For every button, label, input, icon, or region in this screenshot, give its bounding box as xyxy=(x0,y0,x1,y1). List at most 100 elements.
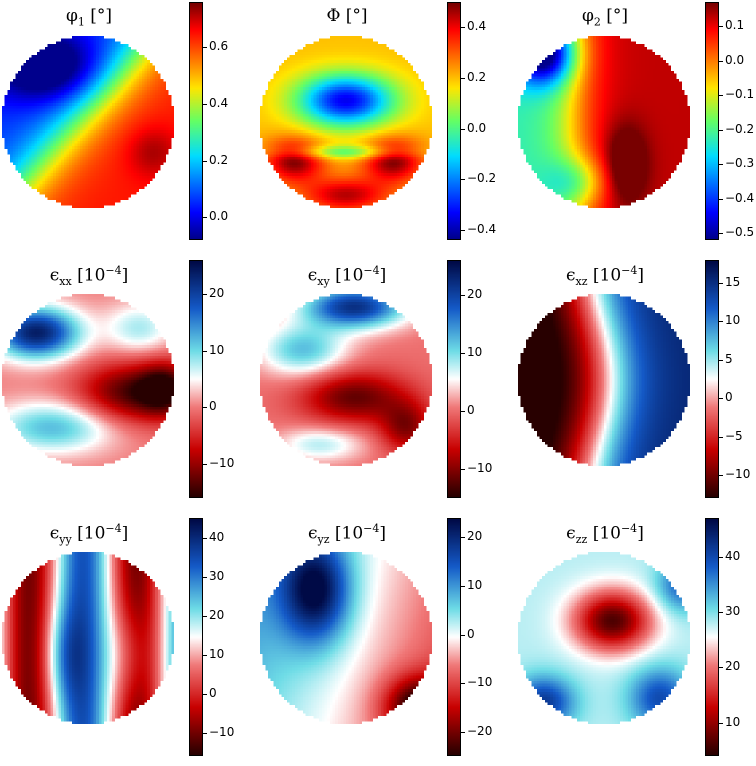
colorbar-tick-label: 0.4 xyxy=(467,19,487,33)
colorbar xyxy=(705,260,719,498)
title-title-sub: 1 xyxy=(77,15,85,29)
panel-exy: ϵxy [10−4] 20 10 0 −10 xyxy=(258,258,508,508)
title-title-exp: −4 xyxy=(363,522,380,535)
panel-title: ϵxy [10−4] xyxy=(308,264,386,288)
colorbar-tick-mark xyxy=(461,586,465,587)
colorbar-tick-mark xyxy=(719,130,723,131)
colorbar-tick-label: 0.1 xyxy=(725,18,745,32)
colorbar-tick-mark xyxy=(719,233,723,234)
title-title: ϵ xyxy=(49,265,60,286)
title-title-unit: [10 xyxy=(329,523,364,544)
colorbar-tick-label: −0.5 xyxy=(725,225,755,239)
colorbar xyxy=(705,2,719,240)
colorbar-tick-mark xyxy=(461,469,465,470)
colorbar-tick-label: 0.4 xyxy=(209,96,229,110)
colorbar-tick-label: 10 xyxy=(725,715,741,729)
colorbar-tick-label: 0.0 xyxy=(725,53,745,67)
panel-title: φ2 [°] xyxy=(582,6,628,28)
colorbar-tick-label: 30 xyxy=(725,604,741,618)
title-title-sub: zz xyxy=(575,533,588,547)
colorbar-tick-label: −10 xyxy=(725,467,751,481)
heatmap-eyz xyxy=(260,552,432,724)
colorbar-tick-mark xyxy=(203,577,207,578)
title-title: Φ xyxy=(326,6,341,26)
panel-title: ϵxx [10−4] xyxy=(50,264,128,288)
colorbar-tick-label: −10 xyxy=(467,675,493,689)
title-title-end: ] xyxy=(379,523,387,544)
colorbar-tick-label: −0.2 xyxy=(467,171,497,185)
colorbar xyxy=(189,2,203,240)
panel-Phi: Φ [°] 0.4 0.2 0.0 −0.2 −0.4 xyxy=(258,0,508,250)
heatmap-eyy xyxy=(2,552,174,724)
colorbar-tick-label: 0.2 xyxy=(209,153,229,167)
colorbar-tick-mark xyxy=(719,95,723,96)
title-title-exp: −4 xyxy=(105,522,122,535)
panel-title: φ1 [°] xyxy=(66,6,112,28)
colorbar-tick-mark xyxy=(719,164,723,165)
title-title: ϵ xyxy=(565,265,576,286)
title-title-exp: −4 xyxy=(620,522,638,535)
colorbar-tick-label: 10 xyxy=(725,313,741,327)
colorbar-tick-label: 20 xyxy=(209,286,225,300)
colorbar-tick-label: −20 xyxy=(467,724,493,738)
panel-title: ϵzz [10−4] xyxy=(566,522,644,546)
colorbar-tick-mark xyxy=(719,667,723,668)
colorbar-tick-label: 10 xyxy=(209,647,225,661)
panel-title: ϵyy [10−4] xyxy=(50,522,129,546)
title-title-sub: xx xyxy=(59,275,72,289)
colorbar-tick-mark xyxy=(461,732,465,733)
panel-eyy: ϵyy [10−4] 40 30 20 10 0 −10 xyxy=(0,516,250,766)
colorbar-tick-mark xyxy=(461,683,465,684)
colorbar-tick-mark xyxy=(719,557,723,558)
title-title-sub: xz xyxy=(575,275,588,289)
colorbar-tick-mark xyxy=(203,407,207,408)
colorbar-tick-mark xyxy=(461,27,465,28)
heatmap-exx xyxy=(2,294,174,466)
colorbar-tick-label: −0.4 xyxy=(467,222,497,236)
title-title: ϵ xyxy=(566,523,576,544)
title-title: φ xyxy=(581,6,594,26)
colorbar xyxy=(189,260,203,498)
colorbar-tick-label: 40 xyxy=(209,530,225,544)
panel-title: ϵxz [10−4] xyxy=(566,264,644,288)
colorbar-tick-label: −10 xyxy=(209,456,235,470)
title-title-end: ] xyxy=(637,265,645,286)
colorbar-tick-mark xyxy=(461,78,465,79)
colorbar-tick-mark xyxy=(203,538,207,539)
heatmap-phi1 xyxy=(2,36,174,208)
colorbar-tick-mark xyxy=(461,635,465,636)
title-title-sub: yy xyxy=(59,533,72,547)
colorbar xyxy=(189,518,203,756)
colorbar-tick-label: 0.0 xyxy=(467,121,487,135)
heatmap-exz xyxy=(518,294,690,466)
colorbar-tick-label: 20 xyxy=(725,659,741,673)
panel-phi2: φ2 [°] 0.1 0.0 −0.1 −0.2 −0.3 −0.4 −0.5 xyxy=(516,0,756,250)
colorbar-tick-label: 0.6 xyxy=(209,39,229,53)
title-title-exp: −4 xyxy=(621,264,638,277)
title-title-unit: [°] xyxy=(600,6,629,26)
colorbar xyxy=(447,260,461,498)
colorbar-tick-label: 15 xyxy=(725,275,741,289)
colorbar-tick-label: 10 xyxy=(467,578,483,592)
colorbar-tick-mark xyxy=(719,612,723,613)
colorbar-tick-mark xyxy=(461,411,465,412)
colorbar-tick-mark xyxy=(461,179,465,180)
panel-title: ϵyz [10−4] xyxy=(308,522,386,546)
title-title-sub: 2 xyxy=(593,15,601,29)
colorbar-tick-label: −10 xyxy=(209,725,235,739)
colorbar-tick-label: −10 xyxy=(467,461,493,475)
panel-exz: ϵxz [10−4] 15 10 5 0 −5 −10 xyxy=(516,258,756,508)
colorbar-tick-mark xyxy=(719,321,723,322)
colorbar-tick-mark xyxy=(203,161,207,162)
title-title-end: ] xyxy=(379,265,387,286)
colorbar-tick-mark xyxy=(719,61,723,62)
colorbar-tick-mark xyxy=(461,295,465,296)
title-title-unit: [°] xyxy=(340,6,368,26)
panel-title: Φ [°] xyxy=(326,6,367,26)
colorbar-tick-mark xyxy=(461,230,465,231)
title-title: φ xyxy=(65,6,78,26)
heatmap-Phi xyxy=(260,36,432,208)
colorbar-tick-mark xyxy=(719,283,723,284)
panel-ezz: ϵzz [10−4] 40 30 20 10 xyxy=(516,516,756,766)
colorbar-tick-mark xyxy=(461,353,465,354)
